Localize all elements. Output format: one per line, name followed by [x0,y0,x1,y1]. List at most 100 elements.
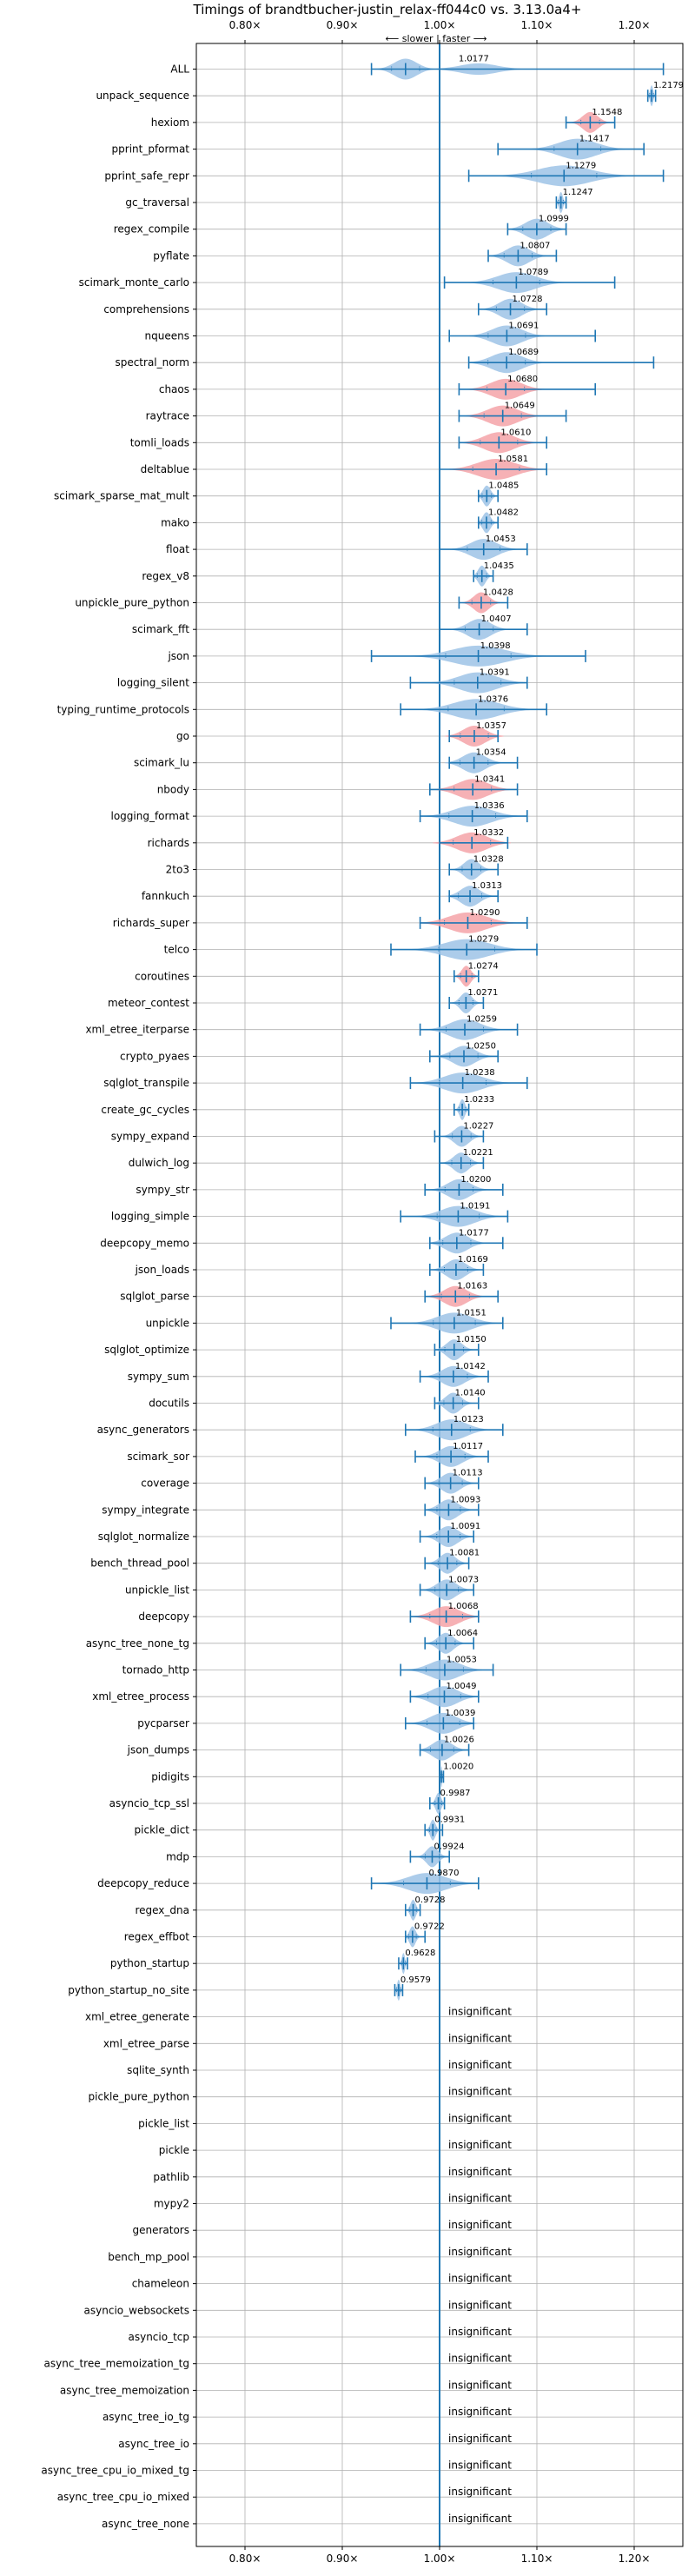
benchmark-label: logging_format [110,810,189,822]
benchmark-label: unpickle_list [125,1583,189,1596]
value-label: 1.1417 [579,135,610,144]
benchmark-label: ALL [170,63,189,76]
benchmark-label: richards [148,837,189,849]
benchmark-label: deepcopy_memo [100,1237,189,1249]
insignificant-label: insignificant [448,2059,512,2071]
benchmark-label: deltablue [141,463,189,475]
insignificant-label: insignificant [448,2460,512,2472]
x-tick-label-top: 0.80× [229,19,261,31]
benchmark-label: scimark_monte_carlo [79,276,189,289]
benchmark-label: chameleon [132,2278,189,2290]
benchmark-label: async_tree_memoization_tg [44,2358,189,2370]
value-label: 1.0290 [469,908,500,918]
value-label: 0.9931 [434,1816,465,1825]
benchmark-label: json_dumps [127,1744,189,1756]
benchmark-label: telco [164,944,189,956]
value-label: 0.9870 [428,1869,459,1878]
benchmark-label: typing_runtime_protocols [57,703,189,715]
benchmark-label: async_tree_io [118,2438,189,2450]
insignificant-label: insignificant [448,2433,512,2445]
benchmark-label: chaos [159,383,189,395]
benchmark-label: deepcopy_reduce [97,1877,189,1889]
benchmark-label: sqlglot_normalize [98,1530,189,1543]
benchmark-label: pickle_dict [135,1824,190,1836]
benchmark-label: create_gc_cycles [101,1104,189,1116]
value-label: 1.0123 [453,1415,484,1424]
benchmark-label: json_loads [135,1264,189,1276]
x-tick-label-bottom: 1.10× [521,2553,553,2565]
benchmark-label: gc_traversal [125,196,189,209]
value-label: 1.0279 [468,935,499,945]
value-label: 1.0259 [467,1015,497,1025]
value-label: 0.9722 [414,1922,445,1932]
benchmark-label: bench_thread_pool [90,1557,189,1570]
benchmark-label: regex_v8 [142,570,189,582]
insignificant-label: insignificant [448,2379,512,2391]
benchmark-label: async_generators [97,1424,189,1436]
chart-title: Timings of brandtbucher-justin_relax-ff0… [193,2,582,18]
benchmark-label: scimark_sparse_mat_mult [54,490,189,502]
value-label: 1.0093 [450,1495,480,1504]
benchmark-label: scimark_fft [132,623,189,635]
insignificant-label: insignificant [448,2406,512,2418]
benchmark-label: async_tree_cpu_io_mixed [57,2491,189,2503]
value-label: 1.0407 [481,614,512,624]
value-label: 1.0233 [464,1095,494,1105]
x-tick-label-bottom: 0.90× [327,2553,359,2565]
benchmark-label: mypy2 [154,2198,189,2210]
value-label: 1.0221 [463,1148,493,1158]
value-label: 1.0332 [473,828,504,838]
value-label: 1.0453 [486,534,516,544]
value-label: 1.0020 [443,1762,473,1771]
benchmark-label: sympy_expand [111,1131,189,1143]
benchmark-label: deepcopy [138,1610,189,1623]
value-label: 1.0091 [450,1522,480,1531]
benchmark-label: float [166,543,189,555]
value-label: 1.0191 [460,1202,490,1212]
grid-layer [196,43,683,2546]
value-label: 1.0313 [472,881,502,891]
value-label: 1.0581 [498,455,528,464]
value-label: 1.1279 [566,161,596,170]
x-tick-label-top: 0.90× [327,19,359,31]
x-tick-label-top: 1.10× [521,19,553,31]
benchmark-label: asyncio_tcp [128,2331,189,2343]
benchmark-label: unpickle_pure_python [75,597,189,609]
benchmark-label: async_tree_io_tg [103,2411,189,2423]
benchmark-label: tornado_http [122,1664,189,1676]
benchmark-label: pickle_pure_python [89,2091,189,2103]
value-label: 1.0200 [460,1175,491,1185]
value-label: 1.0398 [480,641,511,651]
value-label: 1.0428 [483,588,513,598]
value-label: 1.0435 [484,561,514,571]
value-label: 1.0391 [480,668,510,678]
value-label: 1.0163 [457,1282,487,1291]
benchmark-label: spectral_norm [115,356,189,368]
benchmark-label: xml_etree_generate [85,2011,189,2023]
value-label: 1.0728 [513,295,543,304]
benchmark-label: sympy_integrate [102,1504,189,1516]
insignificant-label: insignificant [448,2513,512,2525]
benchmark-label: crypto_pyaes [120,1050,189,1062]
insignificant-label: insignificant [448,2166,512,2178]
benchmark-label: comprehensions [103,303,189,315]
value-label: 1.0999 [539,215,569,224]
benchmark-label: docutils [149,1398,189,1410]
value-label: 1.0227 [463,1122,493,1132]
value-label: 1.0140 [455,1389,486,1398]
benchmark-label: mdp [166,1850,189,1862]
benchmark-label: go [176,730,189,742]
value-label: 1.0026 [444,1736,474,1745]
benchmark-label: richards_super [113,917,189,929]
benchmark-label: python_startup [110,1957,189,1969]
benchmark-label: regex_compile [114,223,189,236]
benchmark-label: logging_silent [117,677,189,689]
benchmark-label: 2to3 [166,864,189,876]
value-label: 1.0485 [488,481,519,491]
value-label: 1.0807 [520,241,550,250]
benchmark-label: xml_etree_parse [103,2037,189,2049]
x-tick-label-top: 1.20× [619,19,651,31]
benchmark-label: asyncio_tcp_ssl [109,1797,189,1809]
benchmark-label: nqueens [145,330,189,342]
